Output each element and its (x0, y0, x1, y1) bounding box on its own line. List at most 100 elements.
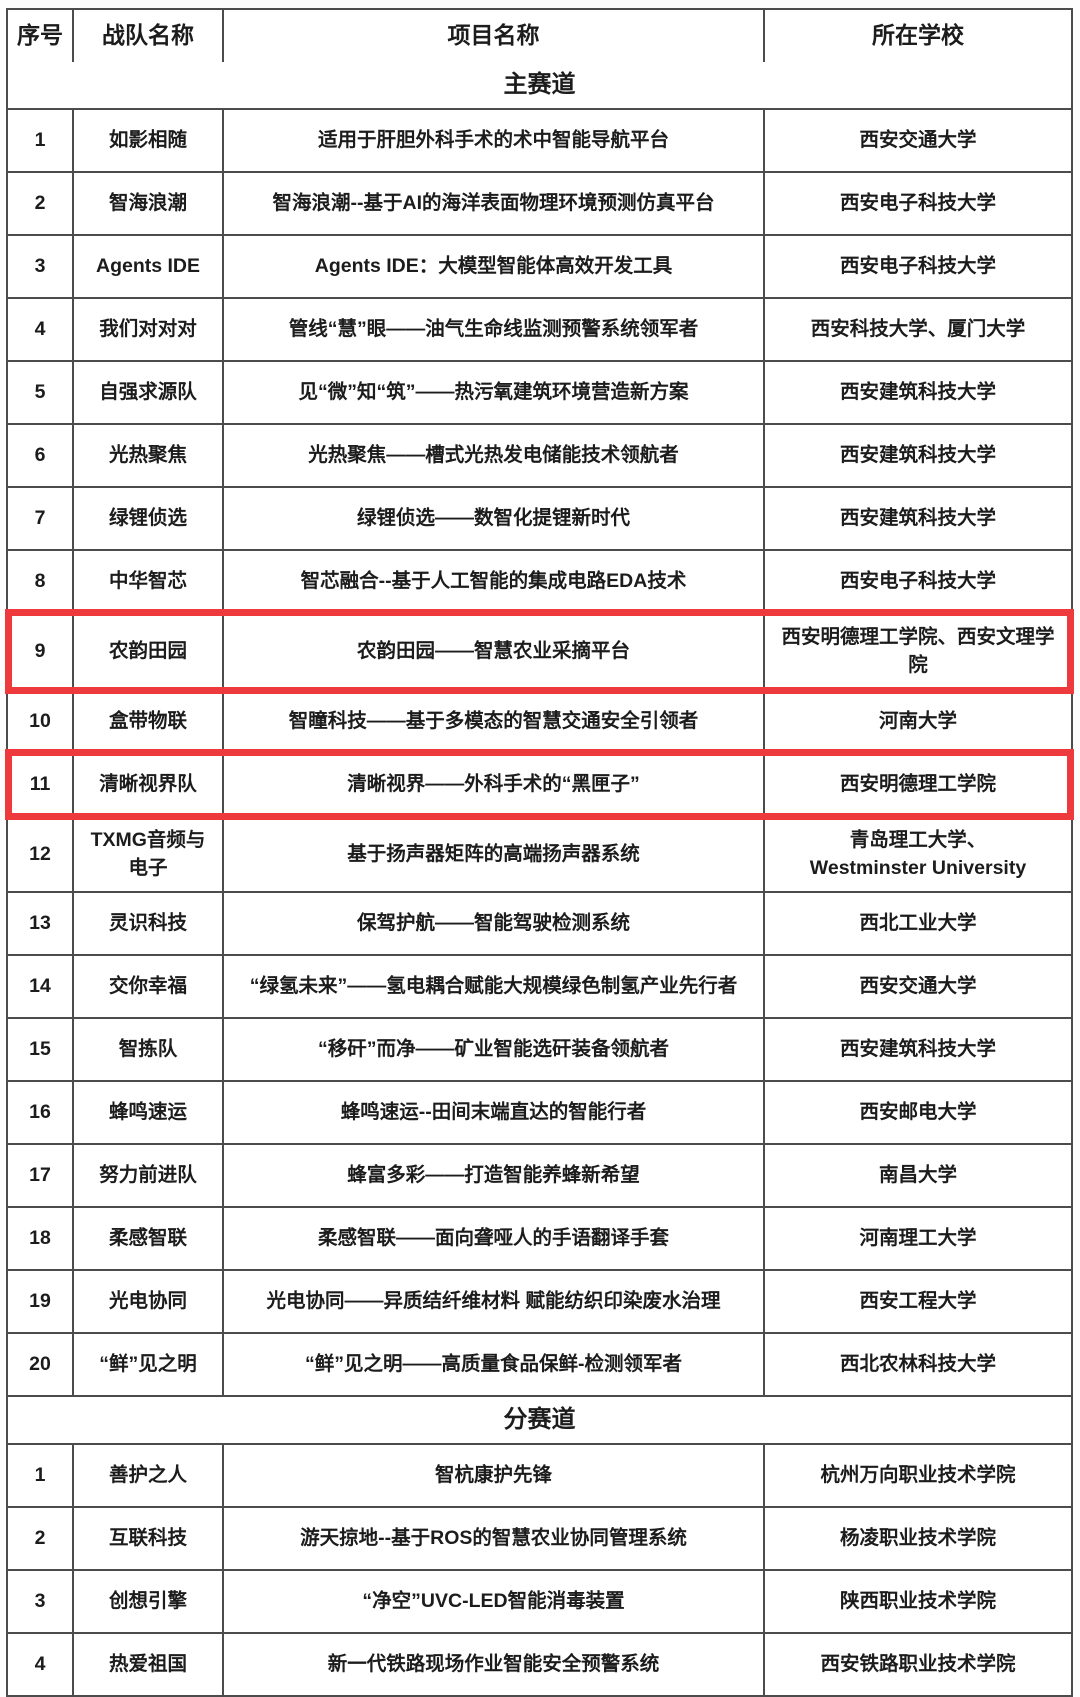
table-header-row: 序号 战队名称 项目名称 所在学校 (8, 10, 1071, 62)
cell-team-name: TXMG音频与电子 (72, 816, 222, 892)
cell-row-number: 4 (34, 1653, 46, 1676)
cell-project-name: 基于扬声器矩阵的高端扬声器系统 (222, 816, 763, 892)
cell-project-name: 农韵田园——智慧农业采摘平台 (222, 614, 763, 689)
table-row: 16 蜂鸣速运 蜂鸣速运--田间末端直达的智能行者 西安邮电大学 (8, 1080, 1071, 1144)
table-row-highlighted: 11 清晰视界队 清晰视界——外科手术的“黑匣子” 西安明德理工学院 (5, 748, 1074, 820)
table-row: 18 柔感智联 柔感智联——面向聋哑人的手语翻译手套 河南理工大学 (8, 1206, 1071, 1270)
cell-school: 西安交通大学 (763, 956, 1071, 1018)
cell-row-number: 5 (34, 381, 46, 404)
cell-school: 河南理工大学 (763, 1208, 1071, 1270)
column-header-team-name: 战队名称 (72, 10, 222, 62)
cell-project-name: Agents IDE：大模型智能体高效开发工具 (222, 236, 763, 297)
cell-project-name: 游天掠地--基于ROS的智慧农业协同管理系统 (222, 1508, 763, 1570)
table-row: 20 “鲜”见之明 “鲜”见之明——高质量食品保鲜-检测领军者 西北农林科技大学 (8, 1332, 1071, 1396)
table-row: 2 互联科技 游天掠地--基于ROS的智慧农业协同管理系统 杨凌职业技术学院 (8, 1506, 1071, 1570)
cell-team-name: 蜂鸣速运 (72, 1082, 222, 1144)
cell-team-name: 热爱祖国 (72, 1634, 222, 1696)
cell-row-number: 3 (34, 1590, 46, 1613)
cell-project-name: 光电协同——异质结纤维材料 赋能纺织印染废水治理 (222, 1271, 763, 1333)
cell-school: 西安电子科技大学 (763, 551, 1071, 612)
cell-school: 西安建筑科技大学 (763, 425, 1071, 486)
cell-team-name: 自强求源队 (72, 362, 222, 423)
cell-school: 陕西职业技术学院 (763, 1571, 1071, 1633)
cell-team-name: 中华智芯 (72, 551, 222, 612)
cell-row-number: 2 (34, 192, 46, 215)
cell-team-name: 智拣队 (72, 1019, 222, 1081)
cell-row-number: 10 (29, 709, 51, 732)
cell-row-number: 8 (34, 570, 46, 593)
cell-project-name: 智芯融合--基于人工智能的集成电路EDA技术 (222, 551, 763, 612)
cell-team-name: 互联科技 (72, 1508, 222, 1570)
cell-school: 西安科技大学、厦门大学 (763, 299, 1071, 360)
cell-row-number: 15 (29, 1038, 51, 1061)
section-title-row: 分赛道 (8, 1395, 1071, 1444)
cell-team-name: Agents IDE (72, 236, 222, 297)
cell-project-name: 智杭康护先锋 (222, 1445, 763, 1507)
cell-school: 西安明德理工学院、西安文理学院 (763, 614, 1071, 689)
table-row: 17 努力前进队 蜂富多彩——打造智能养蜂新希望 南昌大学 (8, 1143, 1071, 1207)
cell-team-name: 善护之人 (72, 1445, 222, 1507)
cell-school: 杭州万向职业技术学院 (763, 1445, 1071, 1507)
cell-team-name: 绿锂侦选 (72, 488, 222, 549)
table-row: 4 热爱祖国 新一代铁路现场作业智能安全预警系统 西安铁路职业技术学院 (8, 1632, 1071, 1696)
table-row: 15 智拣队 “移矸”而净——矿业智能选矸装备领航者 西安建筑科技大学 (8, 1017, 1071, 1081)
cell-project-name: 智瞳科技——基于多模态的智慧交通安全引领者 (222, 690, 763, 752)
section-title: 主赛道 (503, 70, 576, 98)
cell-school: 西安建筑科技大学 (763, 1019, 1071, 1081)
table-row: 3 Agents IDE Agents IDE：大模型智能体高效开发工具 西安电子科技… (8, 234, 1071, 297)
cell-row-number: 20 (29, 1353, 51, 1376)
cell-row-number: 17 (29, 1164, 51, 1187)
cell-team-name: 柔感智联 (72, 1208, 222, 1270)
cell-team-name: 盒带物联 (72, 690, 222, 752)
table-row: 3 创想引擎 “净空”UVC-LED智能消毒装置 陕西职业技术学院 (8, 1569, 1071, 1633)
cell-row-number: 7 (34, 507, 46, 530)
cell-school: 西安建筑科技大学 (763, 488, 1071, 549)
table-row: 5 自强求源队 见“微”知“筑”——热污氧建筑环境营造新方案 西安建筑科技大学 (8, 360, 1071, 423)
cell-school: 杨凌职业技术学院 (763, 1508, 1071, 1570)
table-row: 1 善护之人 智杭康护先锋 杭州万向职业技术学院 (8, 1443, 1071, 1507)
cell-team-name: 智海浪潮 (72, 173, 222, 234)
cell-team-name: 光电协同 (72, 1271, 222, 1333)
cell-row-number: 2 (34, 1527, 46, 1550)
column-header-school: 所在学校 (763, 10, 1071, 62)
cell-row-number: 16 (29, 1101, 51, 1124)
cell-project-name: 蜂鸣速运--田间末端直达的智能行者 (222, 1082, 763, 1144)
cell-school: 南昌大学 (763, 1145, 1071, 1207)
cell-row-number: 3 (34, 255, 46, 278)
cell-project-name: “移矸”而净——矿业智能选矸装备领航者 (222, 1019, 763, 1081)
cell-project-name: 适用于肝胆外科手术的术中智能导航平台 (222, 110, 763, 171)
table-row: 14 交你幸福 “绿氢未来”——氢电耦合赋能大规模绿色制氢产业先行者 西安交通大学 (8, 954, 1071, 1018)
cell-school: 西安电子科技大学 (763, 173, 1071, 234)
cell-school: 西安明德理工学院 (763, 753, 1071, 815)
column-header-number: 序号 (17, 22, 63, 49)
cell-project-name: 保驾护航——智能驾驶检测系统 (222, 893, 763, 955)
cell-row-number: 6 (34, 444, 46, 467)
table-row: 12 TXMG音频与电子 基于扬声器矩阵的高端扬声器系统 青岛理工大学、 Westmi… (8, 814, 1071, 892)
cell-row-number: 14 (29, 975, 51, 998)
cell-team-name: 灵识科技 (72, 893, 222, 955)
cell-school: 西安建筑科技大学 (763, 362, 1071, 423)
table-row: 13 灵识科技 保驾护航——智能驾驶检测系统 西北工业大学 (8, 891, 1071, 955)
cell-team-name: 农韵田园 (72, 614, 222, 689)
table-body: 主赛道 1 如影相随 适用于肝胆外科手术的术中智能导航平台 西安交通大学 2 智海浪潮 智海浪… (5, 62, 1074, 1696)
cell-row-number: 9 (34, 640, 46, 663)
competition-results-table: 序号 战队名称 项目名称 所在学校 主赛道 1 如影相随 适用于肝胆外科手术的术中智能… (5, 8, 1074, 1697)
cell-school: 西北工业大学 (763, 893, 1071, 955)
cell-team-name: 如影相随 (72, 110, 222, 171)
cell-row-number: 1 (34, 129, 46, 152)
cell-school: 西安邮电大学 (763, 1082, 1071, 1144)
cell-school: 河南大学 (763, 690, 1071, 752)
cell-school: 西安电子科技大学 (763, 236, 1071, 297)
cell-row-number: 18 (29, 1227, 51, 1250)
cell-project-name: 新一代铁路现场作业智能安全预警系统 (222, 1634, 763, 1696)
cell-school: 西安交通大学 (763, 110, 1071, 171)
table-row: 7 绿锂侦选 绿锂侦选——数智化提锂新时代 西安建筑科技大学 (8, 486, 1071, 549)
cell-row-number: 19 (29, 1290, 51, 1313)
cell-row-number: 4 (34, 318, 46, 341)
cell-row-number: 13 (29, 912, 51, 935)
cell-project-name: “鲜”见之明——高质量食品保鲜-检测领军者 (222, 1334, 763, 1396)
cell-team-name: 创想引擎 (72, 1571, 222, 1633)
cell-project-name: “净空”UVC-LED智能消毒装置 (222, 1571, 763, 1633)
cell-team-name: 清晰视界队 (72, 753, 222, 815)
table-row: 19 光电协同 光电协同——异质结纤维材料 赋能纺织印染废水治理 西安工程大学 (8, 1269, 1071, 1333)
